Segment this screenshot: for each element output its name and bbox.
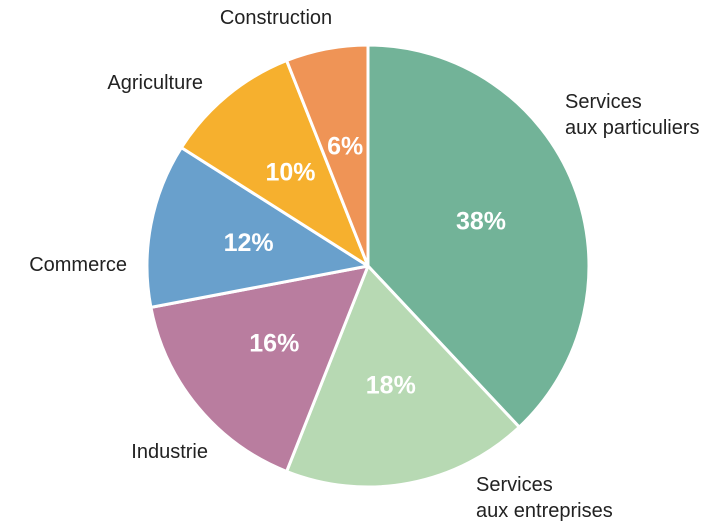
value-label-commerce: 12% bbox=[224, 229, 274, 257]
category-label-line: Services bbox=[476, 474, 553, 496]
category-label-line: aux particuliers bbox=[565, 117, 700, 139]
value-labels: 38% 18% 16% 12% 10% 6% bbox=[224, 133, 506, 400]
category-label-services-aux-entreprises: Services aux entreprises bbox=[476, 474, 613, 522]
value-label-services-aux-entreprises: 18% bbox=[366, 371, 416, 399]
pie-slice-construction bbox=[285, 43, 370, 268]
category-label-construction: Construction bbox=[220, 7, 332, 29]
pie-slice-industrie bbox=[149, 264, 370, 473]
value-label-industrie: 16% bbox=[249, 330, 299, 358]
category-label-line: Industrie bbox=[131, 441, 208, 463]
value-label-services-aux-particuliers: 38% bbox=[456, 207, 506, 235]
category-label-line: aux entreprises bbox=[476, 500, 613, 522]
pie-slice-services-aux-entreprises bbox=[285, 264, 521, 489]
category-label-line: Services bbox=[565, 91, 642, 113]
value-label-agriculture: 10% bbox=[265, 158, 315, 186]
category-labels: Services aux particuliers Services aux entr… bbox=[29, 7, 699, 522]
pie-slice-commerce bbox=[145, 146, 370, 309]
category-label-line: Construction bbox=[220, 7, 332, 29]
category-label-agriculture: Agriculture bbox=[107, 72, 203, 94]
value-label-construction: 6% bbox=[327, 133, 363, 161]
pie-slice-agriculture bbox=[179, 59, 370, 268]
category-label-services-aux-particuliers: Services aux particuliers bbox=[565, 91, 700, 139]
pie-slice-services-aux-particuliers bbox=[366, 43, 591, 429]
pie-slices bbox=[145, 43, 591, 489]
category-label-commerce: Commerce bbox=[29, 254, 127, 276]
category-label-industrie: Industrie bbox=[131, 441, 208, 463]
category-label-line: Agriculture bbox=[107, 72, 203, 94]
category-label-line: Commerce bbox=[29, 254, 127, 276]
